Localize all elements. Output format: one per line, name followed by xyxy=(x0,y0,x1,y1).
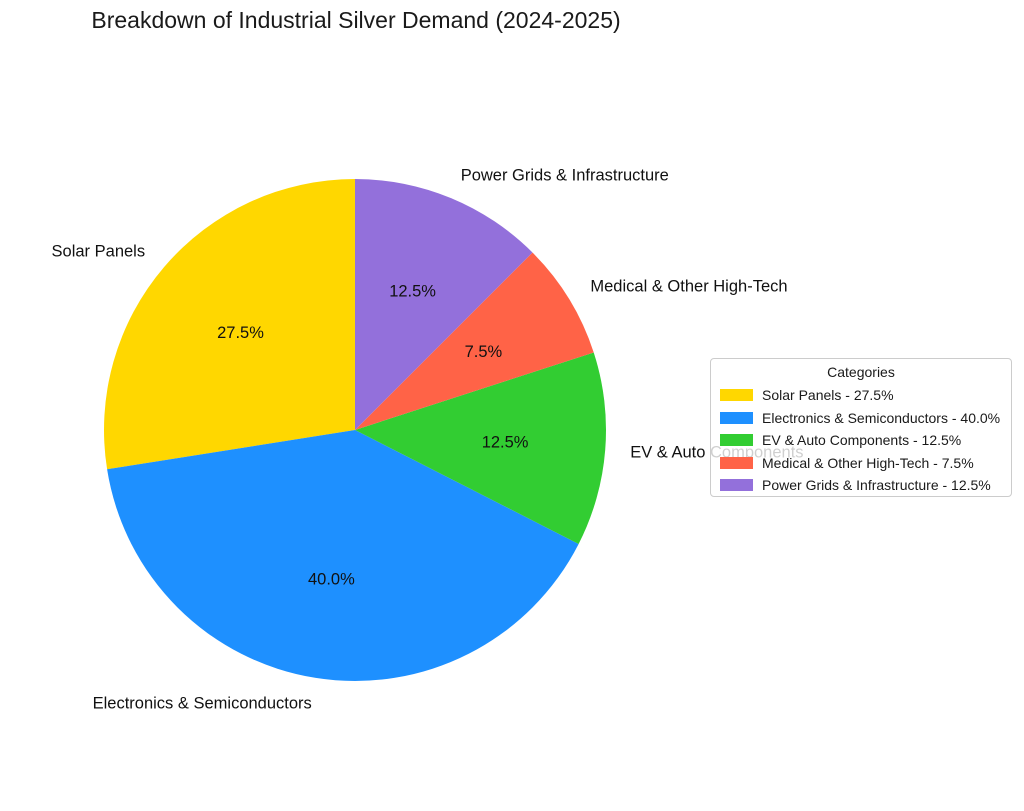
pie-slice-electronics-semiconductors xyxy=(107,430,579,681)
pie-slice-power-grids-infrastructure xyxy=(355,179,533,430)
legend-title: Categories xyxy=(827,364,895,380)
pie-slices xyxy=(103,179,607,681)
slice-category-label-electronics-semiconductors: Electronics & Semiconductors xyxy=(93,694,312,712)
legend-entry-label: EV & Auto Components - 12.5% xyxy=(762,432,962,449)
legend-entry-label: Medical & Other High-Tech - 7.5% xyxy=(762,454,974,471)
legend-entry-label: Electronics & Semiconductors - 40.0% xyxy=(762,409,1001,426)
slice-category-label-power-grids-infrastructure: Power Grids & Infrastructure xyxy=(461,167,669,185)
legend-entry-label: Power Grids & Infrastructure - 12.5% xyxy=(762,477,991,494)
chart-title: Breakdown of Industrial Silver Demand (2… xyxy=(91,7,621,33)
pie-slice-solar-panels xyxy=(103,179,356,470)
pie-slice-medical-other-high-tech xyxy=(355,252,594,430)
slice-category-label-medical-other-high-tech: Medical & Other High-Tech xyxy=(590,277,787,295)
slice-percent-label: 40.0% xyxy=(308,570,355,588)
legend-swatch-ev-auto-components xyxy=(720,434,753,447)
legend-swatch-medical-other-high-tech xyxy=(720,456,753,469)
legend-rows: Solar Panels - 27.5% Electronics & Semico… xyxy=(716,384,1006,497)
legend: Categories Solar Panels - 27.5% Electroni… xyxy=(710,358,1012,497)
legend-row-electronics-semiconductors: Electronics & Semiconductors - 40.0% xyxy=(716,407,1006,430)
legend-row-medical-other-high-tech: Medical & Other High-Tech - 7.5% xyxy=(716,452,1006,475)
legend-row-ev-auto-components: EV & Auto Components - 12.5% xyxy=(716,429,1006,452)
legend-swatch-solar-panels xyxy=(720,389,753,402)
legend-entry-label: Solar Panels - 27.5% xyxy=(762,387,894,404)
legend-swatch-electronics-semiconductors xyxy=(720,411,753,424)
slice-percent-label: 12.5% xyxy=(389,283,436,301)
slice-percent-label: 12.5% xyxy=(482,434,529,452)
slice-percent-label: 7.5% xyxy=(465,343,503,361)
slice-percent-label: 27.5% xyxy=(217,324,264,342)
pie-slice-labels: 27.5% Solar Panels 40.0% Electronics & Semi… xyxy=(52,167,804,713)
legend-swatch-power-grids-infrastructure xyxy=(720,479,753,492)
slice-category-label-solar-panels: Solar Panels xyxy=(52,242,146,260)
legend-row-power-grids-infrastructure: Power Grids & Infrastructure - 12.5% xyxy=(716,474,1006,497)
legend-row-solar-panels: Solar Panels - 27.5% xyxy=(716,384,1006,407)
pie-slice-ev-auto-components xyxy=(355,352,607,544)
